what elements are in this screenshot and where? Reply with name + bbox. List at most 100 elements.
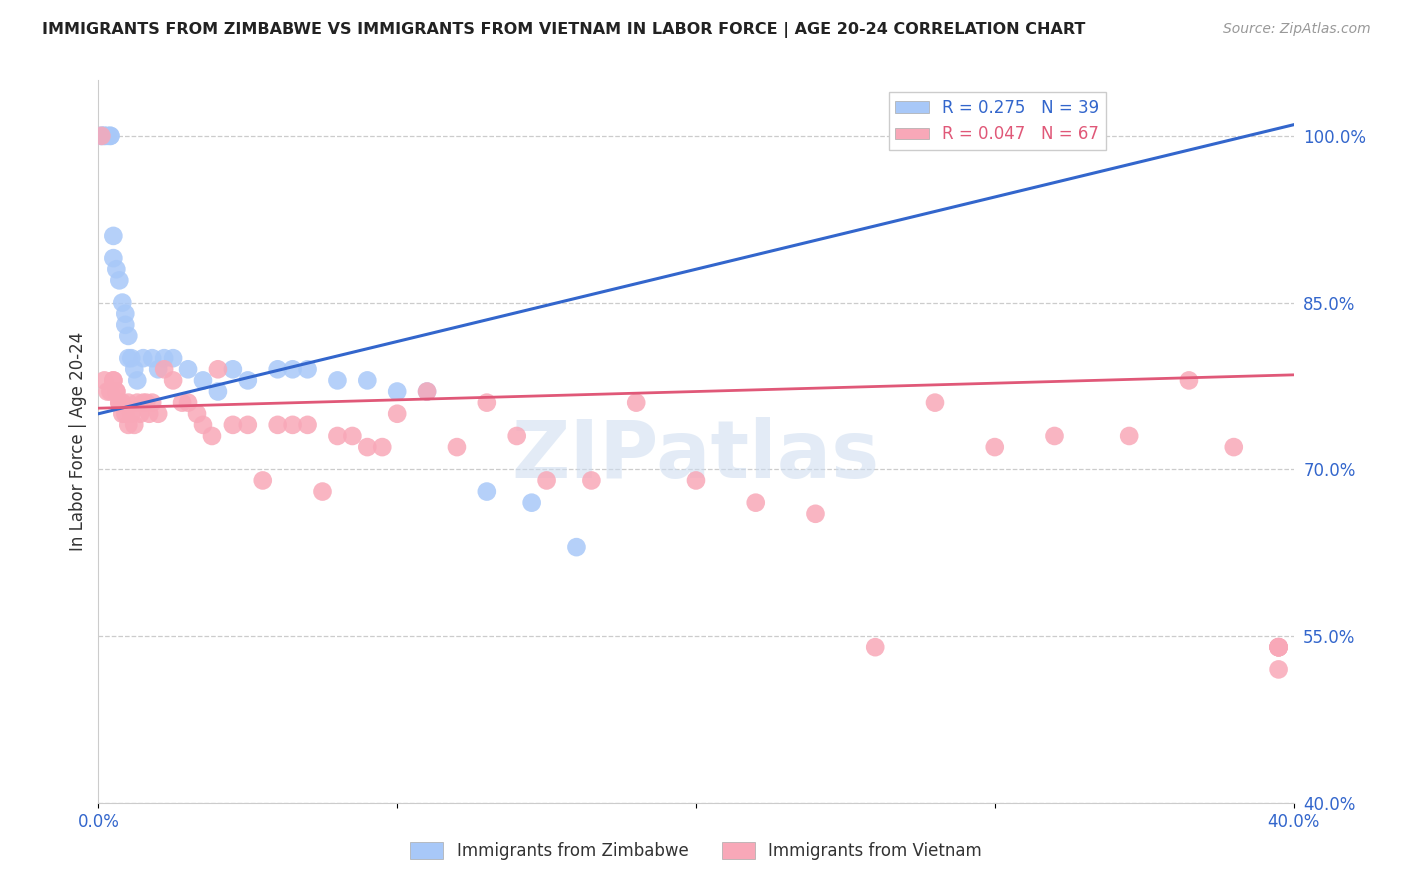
Point [153,351,176,366]
Point [93,128,115,143]
Point [138,407,160,421]
Point [311,484,333,499]
Point [475,395,498,409]
Point [103,373,125,387]
Point [129,407,152,421]
Point [984,440,1007,454]
Point [135,395,157,409]
Point [132,395,155,409]
Point [1178,373,1201,387]
Point [416,384,439,399]
Point [685,474,707,488]
Point [103,251,125,265]
Point [117,395,139,409]
Point [111,295,134,310]
Point [342,429,364,443]
Point [222,362,245,376]
Point [103,228,125,243]
Y-axis label: In Labor Force | Age 20-24: In Labor Force | Age 20-24 [69,332,87,551]
Point [626,395,648,409]
Point [236,373,259,387]
Point [124,362,146,376]
Point [1267,640,1289,655]
Point [236,417,259,432]
Point [96,128,118,143]
Point [506,429,529,443]
Point [281,417,304,432]
Point [162,351,184,366]
Point [924,395,946,409]
Point [207,384,229,399]
Point [177,362,200,376]
Point [186,407,208,421]
Point [281,362,304,376]
Point [536,474,558,488]
Point [111,395,134,409]
Point [108,395,131,409]
Point [114,318,136,332]
Point [103,373,125,387]
Point [98,384,122,399]
Point [120,351,142,366]
Point [105,384,128,399]
Point [356,373,378,387]
Point [446,440,468,454]
Point [98,128,122,143]
Point [520,496,543,510]
Point [177,395,200,409]
Point [172,395,194,409]
Point [191,417,214,432]
Point [114,407,136,421]
Point [93,128,115,143]
Point [117,351,139,366]
Point [385,384,409,399]
Point [356,440,378,454]
Point [1267,640,1289,655]
Point [105,384,128,399]
Text: Source: ZipAtlas.com: Source: ZipAtlas.com [1223,22,1371,37]
Point [475,484,498,499]
Point [93,373,115,387]
Point [326,429,349,443]
Point [96,384,118,399]
Point [117,329,139,343]
Point [98,128,122,143]
Point [326,373,349,387]
Point [416,384,439,399]
Point [90,128,112,143]
Point [297,417,319,432]
Point [114,307,136,321]
Legend: Immigrants from Zimbabwe, Immigrants from Vietnam: Immigrants from Zimbabwe, Immigrants fro… [404,835,988,867]
Point [111,407,134,421]
Point [865,640,887,655]
Point [132,351,155,366]
Point [153,362,176,376]
Point [120,407,142,421]
Point [297,362,319,376]
Point [191,373,214,387]
Point [1118,429,1140,443]
Point [162,373,184,387]
Point [745,496,768,510]
Point [105,262,128,277]
Point [1267,640,1289,655]
Point [252,474,274,488]
Text: IMMIGRANTS FROM ZIMBABWE VS IMMIGRANTS FROM VIETNAM IN LABOR FORCE | AGE 20-24 C: IMMIGRANTS FROM ZIMBABWE VS IMMIGRANTS F… [42,22,1085,38]
Point [371,440,394,454]
Point [207,362,229,376]
Point [1223,440,1246,454]
Point [222,417,245,432]
Point [90,128,112,143]
Point [267,362,290,376]
Point [565,540,588,554]
Point [148,407,170,421]
Point [267,417,290,432]
Point [141,395,163,409]
Point [385,407,409,421]
Point [201,429,224,443]
Point [581,474,603,488]
Point [117,417,139,432]
Point [141,351,163,366]
Point [127,395,149,409]
Point [148,362,170,376]
